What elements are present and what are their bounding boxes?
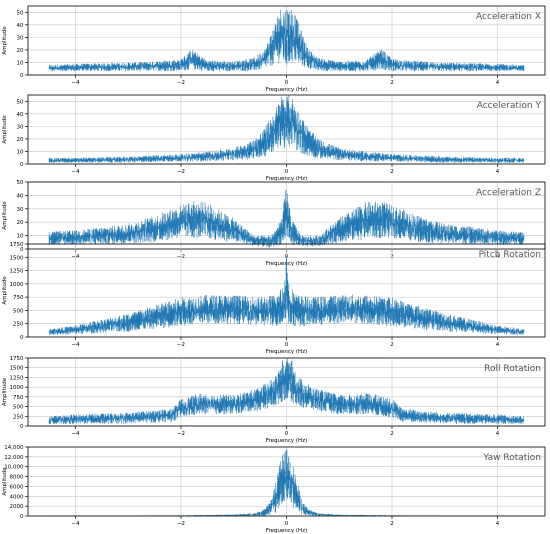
- y-tick-label: 2000: [10, 504, 24, 510]
- x-tick-label: 2: [390, 431, 394, 437]
- x-tick-label: −4: [71, 169, 80, 175]
- x-tick-label: 2: [390, 521, 394, 527]
- y-axis-label: Amplitude: [2, 115, 8, 144]
- x-axis-label: Frequency (Hz): [266, 438, 307, 444]
- y-tick-label: 10: [17, 149, 24, 155]
- y-tick-label: 500: [13, 308, 24, 314]
- y-tick-label: 6000: [10, 484, 24, 490]
- y-axis-label: Amplitude: [2, 26, 8, 55]
- x-tick-label: 4: [496, 80, 500, 86]
- y-tick-label: 40: [17, 193, 24, 199]
- y-tick-label: 1250: [10, 269, 24, 275]
- y-axis-label: Amplitude: [2, 201, 8, 230]
- spectrum-series: [48, 9, 525, 72]
- x-tick-label: 4: [496, 521, 500, 527]
- x-tick-label: −4: [71, 342, 80, 348]
- y-axis-label: Amplitude: [2, 276, 8, 305]
- y-tick-label: 12,000: [4, 455, 24, 461]
- x-tick-label: 0: [285, 431, 289, 437]
- y-tick-label: 4000: [10, 494, 24, 500]
- x-tick-label: −2: [177, 169, 185, 175]
- y-axis-label: Amplitude: [2, 377, 8, 406]
- x-tick-label: −2: [177, 80, 185, 86]
- subplot-6: −4 −2 0 2 4 0 2000 4000 6000 8000 10,000 12,000 14,0…: [2, 445, 546, 534]
- y-tick-label: 1750: [10, 356, 24, 362]
- spectrum-series: [48, 95, 525, 163]
- x-tick-label: 4: [496, 431, 500, 437]
- y-tick-label: 20: [17, 137, 24, 143]
- subplot-title: Acceleration Z: [476, 188, 541, 198]
- subplot-title: Acceleration X: [476, 12, 541, 22]
- y-tick-label: 1000: [10, 282, 24, 288]
- y-axis-label: Amplitude: [2, 467, 8, 496]
- y-tick-label: 30: [17, 35, 24, 41]
- y-tick-label: 0: [20, 335, 24, 341]
- x-tick-label: −2: [177, 342, 185, 348]
- y-tick-label: 250: [13, 322, 24, 328]
- x-tick-label: 4: [496, 169, 500, 175]
- y-tick-label: 750: [13, 295, 24, 301]
- y-tick-label: 0: [20, 162, 24, 168]
- y-tick-label: 50: [17, 10, 24, 16]
- y-tick-label: 20: [17, 48, 24, 54]
- x-axis-label: Frequency (Hz): [266, 349, 307, 355]
- y-tick-label: 0: [20, 73, 24, 79]
- x-tick-label: 2: [390, 342, 394, 348]
- y-tick-label: 50: [17, 180, 24, 186]
- subplot-title: Roll Rotation: [484, 364, 541, 374]
- y-tick-label: 1750: [10, 242, 24, 248]
- subplot-title: Pitch Rotation: [479, 250, 541, 260]
- spectrum-series: [48, 256, 525, 335]
- x-tick-label: 0: [285, 169, 289, 175]
- y-tick-label: 8000: [10, 475, 24, 481]
- x-axis-label: Frequency (Hz): [266, 176, 307, 182]
- x-tick-label: −4: [71, 521, 80, 527]
- y-tick-label: 750: [13, 395, 24, 401]
- y-tick-label: 1250: [10, 375, 24, 381]
- x-tick-label: 0: [285, 342, 289, 348]
- subplot-title: Acceleration Y: [477, 101, 542, 111]
- y-tick-label: 1000: [10, 385, 24, 391]
- y-tick-label: 0: [20, 424, 24, 430]
- x-tick-label: −2: [177, 431, 185, 437]
- x-tick-label: 4: [496, 342, 500, 348]
- y-tick-label: 30: [17, 124, 24, 130]
- x-tick-label: −2: [177, 521, 185, 527]
- y-tick-label: 10: [17, 234, 24, 240]
- x-tick-label: 0: [285, 80, 289, 86]
- x-tick-label: −4: [71, 431, 80, 437]
- y-tick-label: 40: [17, 112, 24, 118]
- subplot-title: Yaw Rotation: [482, 453, 541, 463]
- x-axis-label: Frequency (Hz): [266, 528, 307, 534]
- subplot-5: −4 −2 0 2 4 0 250 500 750 1000 1250 1500 1750 Frequen…: [2, 356, 546, 444]
- x-tick-label: 0: [285, 521, 289, 527]
- x-axis-label: Frequency (Hz): [266, 87, 307, 93]
- y-tick-label: 20: [17, 220, 24, 226]
- y-tick-label: 0: [20, 514, 24, 520]
- y-tick-label: 40: [17, 23, 24, 29]
- x-tick-label: 2: [390, 80, 394, 86]
- y-tick-label: 30: [17, 207, 24, 213]
- subplot-4: −4 −2 0 2 4 0 250 500 750 1000 1250 1500 1750 Frequen…: [2, 242, 546, 355]
- y-tick-label: 50: [17, 99, 24, 105]
- y-tick-label: 0: [20, 247, 24, 253]
- y-tick-label: 14,000: [4, 445, 24, 451]
- y-tick-label: 250: [13, 414, 24, 420]
- y-tick-label: 10,000: [4, 465, 24, 471]
- spectrum-series: [48, 358, 525, 425]
- x-tick-label: −4: [71, 80, 80, 86]
- y-tick-label: 500: [13, 405, 24, 411]
- y-tick-label: 1500: [10, 366, 24, 372]
- y-tick-label: 1500: [10, 255, 24, 261]
- x-tick-label: 2: [390, 169, 394, 175]
- y-tick-label: 10: [17, 60, 24, 66]
